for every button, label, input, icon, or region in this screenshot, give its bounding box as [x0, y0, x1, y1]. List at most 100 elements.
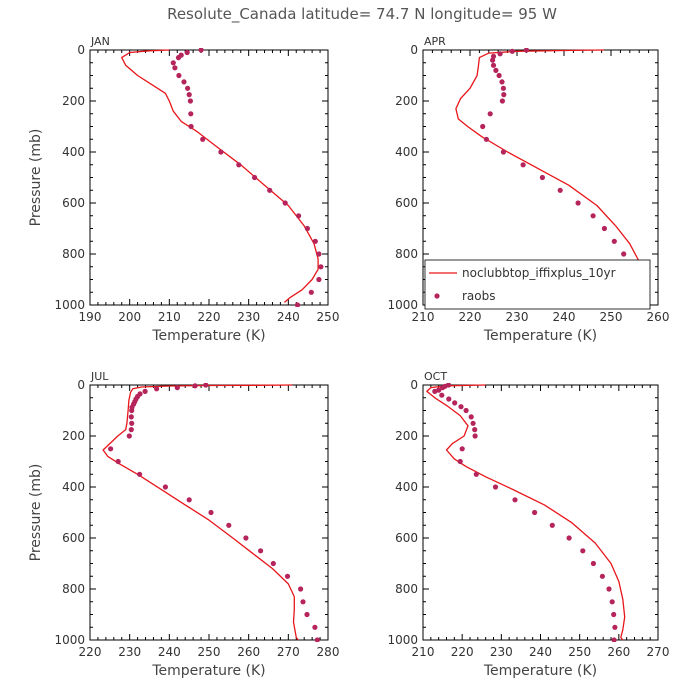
obs-point — [294, 302, 301, 307]
obs-point — [142, 388, 148, 394]
y-tick-label: 200 — [62, 429, 85, 443]
obs-point — [200, 136, 206, 142]
y-tick-label: 600 — [395, 531, 418, 545]
obs-point — [480, 123, 486, 130]
y-axis-label: Pressure (mb) — [28, 464, 44, 562]
obs-point — [300, 599, 306, 605]
x-tick-label: 260 — [237, 645, 260, 659]
obs-point — [296, 213, 302, 219]
legend-label: raobs — [462, 289, 496, 303]
y-tick-label: 0 — [410, 378, 418, 392]
obs-point — [252, 174, 258, 181]
obs-point — [612, 624, 618, 630]
obs-point — [128, 427, 134, 433]
panels: JAN 190 200 210 220 230 240 250 0 200 400 600 800 100… — [28, 35, 669, 679]
x-tick-label: 250 — [600, 310, 623, 324]
y-tick-label: 400 — [395, 480, 418, 494]
legend-dot-swatch — [434, 293, 440, 299]
obs-point — [186, 92, 192, 98]
obs-point — [472, 427, 478, 433]
obs-point — [446, 396, 452, 402]
x-axis-label: Temperature (K) — [483, 328, 597, 344]
x-tick-label: 250 — [198, 645, 221, 659]
obs-point — [439, 392, 445, 398]
obs-point — [187, 98, 193, 104]
obs-point — [436, 387, 442, 393]
y-tick-label: 400 — [395, 145, 418, 159]
x-tick-label: 190 — [79, 310, 102, 324]
x-tick-label: 240 — [158, 645, 181, 659]
obs-point — [181, 79, 187, 85]
obs-point — [499, 79, 505, 85]
panel-label: JUL — [90, 370, 109, 383]
obs-point — [490, 62, 497, 68]
y-tick-label: 200 — [62, 94, 85, 108]
panel-label: OCT — [424, 370, 447, 383]
obs-point — [316, 251, 322, 257]
obs-point — [126, 433, 132, 439]
obs-point — [590, 560, 597, 567]
obs-point — [308, 289, 314, 295]
obs-point — [487, 111, 493, 117]
x-tick-label: 230 — [490, 645, 513, 659]
obs-point — [611, 611, 617, 618]
x-axis-label: Temperature (K) — [151, 328, 265, 344]
panel-label: APR — [424, 35, 446, 48]
figure-title: Resolute_Canada latitude= 74.7 N longitu… — [167, 5, 557, 24]
obs-point — [175, 55, 182, 61]
obs-point — [500, 85, 506, 91]
x-tick-label: 260 — [607, 645, 630, 659]
obs-point — [452, 400, 458, 406]
obs-point — [137, 471, 143, 477]
obs-point — [198, 48, 204, 53]
obs-point — [312, 624, 318, 630]
obs-point — [282, 200, 288, 206]
obs-point — [520, 162, 526, 168]
x-tick-label: 220 — [451, 645, 474, 659]
y-tick-label: 600 — [62, 531, 85, 545]
obs-point — [267, 187, 273, 193]
obs-point — [258, 548, 264, 554]
y-tick-label: 600 — [395, 196, 418, 210]
obs-point — [472, 433, 478, 439]
x-tick-label: 220 — [459, 310, 482, 324]
obs-point — [243, 535, 249, 541]
x-tick-label: 230 — [506, 310, 529, 324]
obs-point — [192, 383, 198, 389]
obs-point — [129, 420, 135, 426]
x-tick-label: 230 — [237, 310, 260, 324]
obs-point — [493, 67, 499, 73]
x-tick-label: 260 — [647, 310, 670, 324]
y-tick-label: 800 — [62, 582, 85, 596]
obs-point — [566, 535, 572, 541]
legend-label: noclubbtop_iffixplus_10yr — [462, 266, 616, 280]
obs-point — [186, 497, 192, 503]
obs-point — [609, 599, 615, 605]
x-tick-label: 210 — [158, 310, 181, 324]
x-tick-label: 250 — [568, 645, 591, 659]
y-tick-label: 800 — [62, 247, 85, 261]
plot-area — [121, 48, 324, 307]
y-tick-label: 0 — [77, 378, 85, 392]
obs-point — [270, 560, 276, 567]
obs-point — [458, 404, 464, 410]
obs-point — [468, 414, 474, 420]
obs-point — [599, 573, 606, 579]
obs-point — [621, 251, 627, 257]
obs-point — [314, 637, 320, 642]
x-tick-label: 270 — [647, 645, 670, 659]
obs-point — [440, 385, 446, 391]
obs-point — [108, 446, 114, 452]
y-tick-label: 1000 — [54, 633, 85, 647]
obs-point — [496, 72, 502, 79]
obs-point — [226, 522, 232, 528]
x-tick-label: 200 — [118, 310, 141, 324]
x-tick-label: 240 — [529, 645, 552, 659]
obs-point — [557, 187, 563, 193]
x-tick-label: 270 — [277, 645, 300, 659]
model-line — [121, 49, 319, 303]
obs-point — [304, 225, 310, 232]
x-tick-label: 240 — [553, 310, 576, 324]
